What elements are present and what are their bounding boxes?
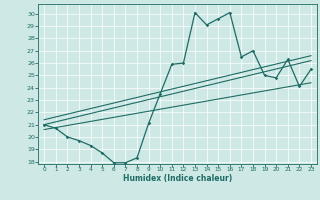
X-axis label: Humidex (Indice chaleur): Humidex (Indice chaleur) [123,174,232,183]
